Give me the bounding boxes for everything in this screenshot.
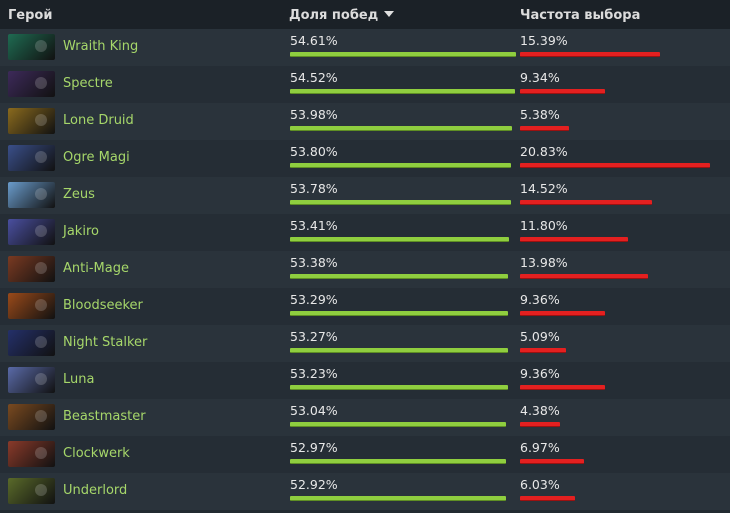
pickrate-value: 13.98%	[520, 255, 568, 270]
table-header: Герой Доля побед Частота выбора	[0, 0, 730, 29]
sort-desc-icon	[384, 11, 395, 17]
pickrate-value: 6.03%	[520, 477, 560, 492]
hero-name-link[interactable]: Zeus	[63, 187, 95, 202]
pickrate-value: 11.80%	[520, 218, 568, 233]
winrate-value: 53.78%	[290, 181, 338, 196]
pickrate-bar	[520, 126, 569, 131]
table-row[interactable]: Beastmaster 53.04% 4.38%	[0, 399, 730, 436]
pickrate-bar	[520, 274, 648, 279]
winrate-bar	[290, 311, 508, 316]
pickrate-bar	[520, 422, 560, 427]
hero-portrait[interactable]	[8, 256, 55, 282]
hero-name-link[interactable]: Underlord	[63, 483, 128, 498]
table-row[interactable]: Ogre Magi 53.80% 20.83%	[0, 140, 730, 177]
winrate-value: 53.80%	[290, 144, 338, 159]
hero-portrait[interactable]	[8, 182, 55, 208]
pickrate-bar	[520, 459, 584, 464]
hero-name-link[interactable]: Jakiro	[63, 224, 99, 239]
hero-name-link[interactable]: Clockwerk	[63, 446, 130, 461]
pickrate-value: 15.39%	[520, 33, 568, 48]
winrate-value: 53.41%	[290, 218, 338, 233]
table-row[interactable]: Underlord 52.92% 6.03%	[0, 473, 730, 510]
pickrate-bar	[520, 311, 605, 316]
table-row[interactable]: Bloodseeker 53.29% 9.36%	[0, 288, 730, 325]
table-row[interactable]: Anti-Mage 53.38% 13.98%	[0, 251, 730, 288]
hero-name-link[interactable]: Ogre Magi	[63, 150, 130, 165]
winrate-bar	[290, 200, 511, 205]
winrate-value: 53.27%	[290, 329, 338, 344]
pickrate-bar	[520, 237, 628, 242]
winrate-bar	[290, 126, 512, 131]
pickrate-bar	[520, 89, 605, 94]
hero-name-link[interactable]: Spectre	[63, 76, 113, 91]
winrate-bar	[290, 459, 506, 464]
pickrate-bar	[520, 496, 575, 501]
hero-portrait[interactable]	[8, 34, 55, 60]
winrate-value: 53.23%	[290, 366, 338, 381]
table-row[interactable]: Clockwerk 52.97% 6.97%	[0, 436, 730, 473]
winrate-value: 53.29%	[290, 292, 338, 307]
hero-portrait[interactable]	[8, 293, 55, 319]
hero-name-link[interactable]: Wraith King	[63, 39, 139, 54]
winrate-value: 53.38%	[290, 255, 338, 270]
table-row[interactable]: Luna 53.23% 9.36%	[0, 362, 730, 399]
winrate-bar	[290, 422, 506, 427]
column-header-winrate-label: Доля побед	[289, 8, 379, 23]
winrate-value: 54.61%	[290, 33, 338, 48]
hero-portrait[interactable]	[8, 71, 55, 97]
winrate-value: 53.04%	[290, 403, 338, 418]
winrate-value: 54.52%	[290, 70, 338, 85]
pickrate-bar	[520, 348, 566, 353]
hero-portrait[interactable]	[8, 404, 55, 430]
pickrate-bar	[520, 385, 605, 390]
table-row[interactable]: Night Stalker 53.27% 5.09%	[0, 325, 730, 362]
pickrate-value: 5.38%	[520, 107, 560, 122]
hero-name-link[interactable]: Night Stalker	[63, 335, 148, 350]
pickrate-value: 9.34%	[520, 70, 560, 85]
hero-portrait[interactable]	[8, 478, 55, 504]
hero-portrait[interactable]	[8, 330, 55, 356]
hero-name-link[interactable]: Lone Druid	[63, 113, 134, 128]
winrate-value: 53.98%	[290, 107, 338, 122]
winrate-bar	[290, 237, 509, 242]
pickrate-value: 14.52%	[520, 181, 568, 196]
pickrate-value: 9.36%	[520, 292, 560, 307]
column-header-pickrate[interactable]: Частота выбора	[520, 8, 641, 23]
winrate-bar	[290, 163, 511, 168]
pickrate-bar	[520, 200, 652, 205]
pickrate-value: 5.09%	[520, 329, 560, 344]
pickrate-value: 6.97%	[520, 440, 560, 455]
winrate-value: 52.92%	[290, 477, 338, 492]
winrate-value: 52.97%	[290, 440, 338, 455]
table-row[interactable]: Jakiro 53.41% 11.80%	[0, 214, 730, 251]
hero-portrait[interactable]	[8, 108, 55, 134]
hero-portrait[interactable]	[8, 441, 55, 467]
pickrate-value: 9.36%	[520, 366, 560, 381]
winrate-bar	[290, 385, 508, 390]
winrate-bar	[290, 274, 508, 279]
pickrate-bar	[520, 52, 660, 57]
winrate-bar	[290, 52, 516, 57]
hero-portrait[interactable]	[8, 145, 55, 171]
winrate-bar	[290, 89, 515, 94]
pickrate-bar	[520, 163, 710, 168]
table-row[interactable]: Spectre 54.52% 9.34%	[0, 66, 730, 103]
winrate-bar	[290, 496, 506, 501]
hero-name-link[interactable]: Anti-Mage	[63, 261, 129, 276]
hero-portrait[interactable]	[8, 219, 55, 245]
hero-portrait[interactable]	[8, 367, 55, 393]
pickrate-value: 4.38%	[520, 403, 560, 418]
table-row[interactable]: Lone Druid 53.98% 5.38%	[0, 103, 730, 140]
hero-name-link[interactable]: Bloodseeker	[63, 298, 143, 313]
hero-name-link[interactable]: Beastmaster	[63, 409, 146, 424]
table-row[interactable]: Wraith King 54.61% 15.39%	[0, 29, 730, 66]
column-header-hero[interactable]: Герой	[8, 8, 53, 23]
column-header-winrate[interactable]: Доля побед	[289, 8, 395, 23]
hero-name-link[interactable]: Luna	[63, 372, 95, 387]
table-row[interactable]: Zeus 53.78% 14.52%	[0, 177, 730, 214]
winrate-bar	[290, 348, 508, 353]
pickrate-value: 20.83%	[520, 144, 568, 159]
